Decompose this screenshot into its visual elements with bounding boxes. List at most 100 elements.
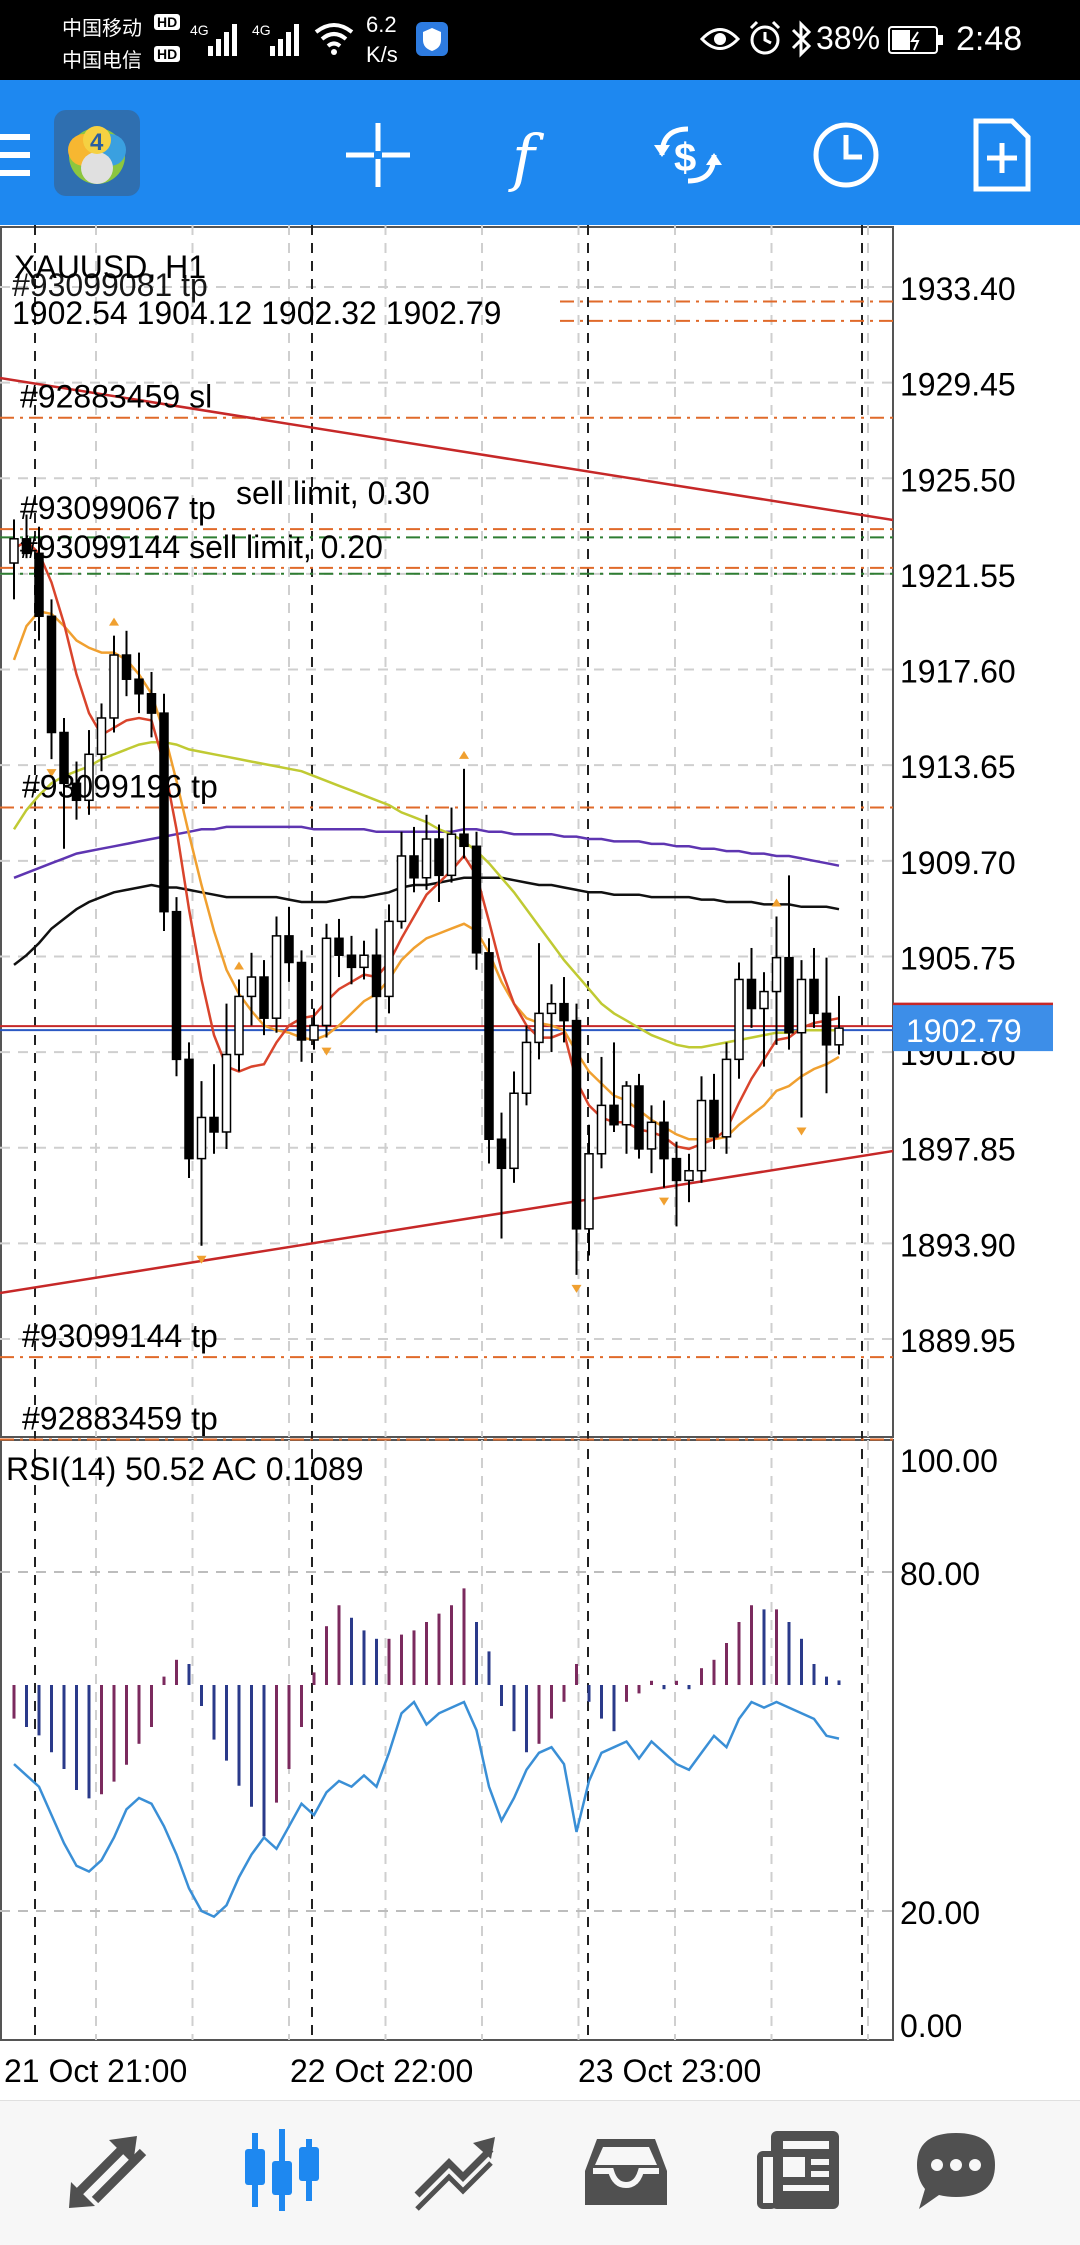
candle bbox=[696, 1076, 707, 1183]
nav-chart[interactable] bbox=[232, 2120, 332, 2220]
candle bbox=[459, 768, 469, 859]
nav-trade[interactable] bbox=[404, 2120, 504, 2220]
signal-icon bbox=[208, 24, 237, 56]
candle-body-bull bbox=[646, 1121, 657, 1150]
nav-quotes[interactable] bbox=[60, 2120, 160, 2220]
candle-body-bear bbox=[471, 845, 482, 954]
candle bbox=[559, 977, 569, 1043]
fractal-down-marker bbox=[46, 769, 57, 778]
order-label: #93099144 sell limit, 0.20 bbox=[20, 529, 383, 565]
fractal-down-marker bbox=[321, 1047, 332, 1056]
candle bbox=[321, 923, 332, 1038]
candle-body-bull bbox=[546, 1002, 557, 1015]
candle bbox=[71, 761, 82, 820]
candle-body-bull bbox=[9, 538, 19, 564]
candle bbox=[371, 928, 382, 1033]
candle-body-bear bbox=[809, 978, 819, 1015]
chart-labels: 1933.40 1929.45 1925.50 1921.55 1917.60 1913.… bbox=[4, 271, 1053, 2089]
candle-body-bull bbox=[446, 833, 457, 877]
new-order-icon[interactable] bbox=[962, 115, 1042, 195]
battery-icon bbox=[888, 26, 943, 54]
candle bbox=[609, 1042, 619, 1132]
svg-text:$: $ bbox=[674, 136, 696, 180]
candle-body-bull bbox=[271, 935, 282, 1019]
candle bbox=[409, 826, 419, 893]
candle bbox=[396, 831, 407, 929]
support-trendline bbox=[0, 1149, 894, 1295]
timeframe-icon[interactable] bbox=[806, 115, 886, 195]
trade-icon[interactable]: $ bbox=[648, 115, 728, 195]
candle bbox=[571, 1003, 582, 1275]
time-axis-label: 21 Oct 21:00 bbox=[4, 2053, 187, 2089]
candle bbox=[109, 635, 119, 733]
candle-body-bear bbox=[334, 937, 344, 956]
candle-body-bull bbox=[584, 1153, 594, 1230]
candle bbox=[721, 1042, 732, 1154]
bottom-navigation bbox=[0, 2100, 1080, 2245]
candle-body-bear bbox=[146, 693, 157, 714]
candle bbox=[546, 984, 557, 1053]
candle bbox=[359, 940, 369, 980]
price-chart[interactable]: 1933.40 1929.45 1925.50 1921.55 1917.60 1913.… bbox=[0, 225, 1080, 2100]
carrier-1-label: 中国移动 bbox=[62, 18, 142, 40]
candle bbox=[234, 979, 244, 1072]
candle bbox=[59, 717, 69, 849]
candle-body-bull bbox=[796, 978, 807, 1034]
candle-body-bull bbox=[234, 995, 244, 1056]
candle-body-bull bbox=[771, 956, 782, 993]
candle bbox=[121, 630, 132, 697]
candle-body-bull bbox=[521, 1041, 532, 1095]
menu-icon[interactable] bbox=[0, 120, 80, 200]
candle-body-bull bbox=[109, 654, 119, 719]
candle-body-bear bbox=[484, 952, 494, 1141]
price-tick-label: 1909.70 bbox=[900, 845, 1016, 881]
candle bbox=[259, 960, 269, 1036]
candle bbox=[496, 1112, 507, 1239]
candle-body-bear bbox=[634, 1085, 644, 1150]
bluetooth-icon bbox=[791, 20, 812, 58]
speed-value: 6.2 bbox=[366, 12, 397, 37]
candle-body-bear bbox=[671, 1157, 682, 1182]
candle bbox=[834, 995, 844, 1055]
candlestick-icon bbox=[245, 2129, 319, 2211]
candle bbox=[771, 916, 782, 1045]
candle-body-bear bbox=[459, 833, 469, 848]
ohlc-readout: 1902.54 1904.12 1902.32 1902.79 bbox=[12, 295, 501, 331]
rsi-panel-frame bbox=[0, 1439, 894, 2041]
candle bbox=[34, 526, 44, 641]
crosshair-icon[interactable] bbox=[338, 115, 418, 195]
order-label: #92883459 sl bbox=[20, 379, 212, 415]
net-4g-label-2: 4G bbox=[252, 22, 271, 38]
candle-body-bull bbox=[221, 1053, 232, 1133]
status-bar: 中国移动 中国电信 HD HD 4G 4G 6.2 K/s 38% 2:48 bbox=[0, 0, 1080, 80]
price-tick-label: 1933.40 bbox=[900, 271, 1016, 307]
time-axis-label: 22 Oct 22:00 bbox=[290, 2053, 473, 2089]
candle bbox=[246, 952, 257, 1026]
candle bbox=[596, 1056, 607, 1169]
candle-body-bull bbox=[309, 1024, 319, 1041]
candle bbox=[384, 904, 394, 1014]
candle bbox=[746, 947, 757, 1028]
candle-body-bull bbox=[621, 1085, 632, 1126]
candle bbox=[809, 947, 819, 1028]
nav-history[interactable] bbox=[576, 2120, 676, 2220]
candle bbox=[209, 1064, 219, 1154]
nav-messages[interactable] bbox=[906, 2120, 1006, 2220]
order-label: #92883459 tp bbox=[22, 1400, 218, 1436]
candle-body-bear bbox=[184, 1058, 194, 1160]
candle-body-bull bbox=[246, 976, 257, 998]
indicators-icon[interactable]: f bbox=[494, 115, 574, 195]
carrier-2-label: 中国电信 bbox=[62, 50, 142, 72]
candle-body-bear bbox=[121, 654, 132, 680]
nav-news[interactable] bbox=[748, 2120, 848, 2220]
candle bbox=[821, 957, 832, 1094]
hd-badge-2: HD bbox=[154, 46, 181, 62]
candle-body-bull bbox=[734, 978, 744, 1061]
candle-body-bear bbox=[346, 954, 357, 969]
candle-body-bear bbox=[746, 978, 757, 1010]
candle-body-bear bbox=[371, 954, 382, 998]
chart-symbol-label: XAUUSD, H1 bbox=[14, 249, 206, 285]
price-tick-label: 1917.60 bbox=[900, 654, 1016, 690]
candle bbox=[534, 943, 544, 1060]
metatrader-logo[interactable]: 4 bbox=[54, 110, 140, 196]
